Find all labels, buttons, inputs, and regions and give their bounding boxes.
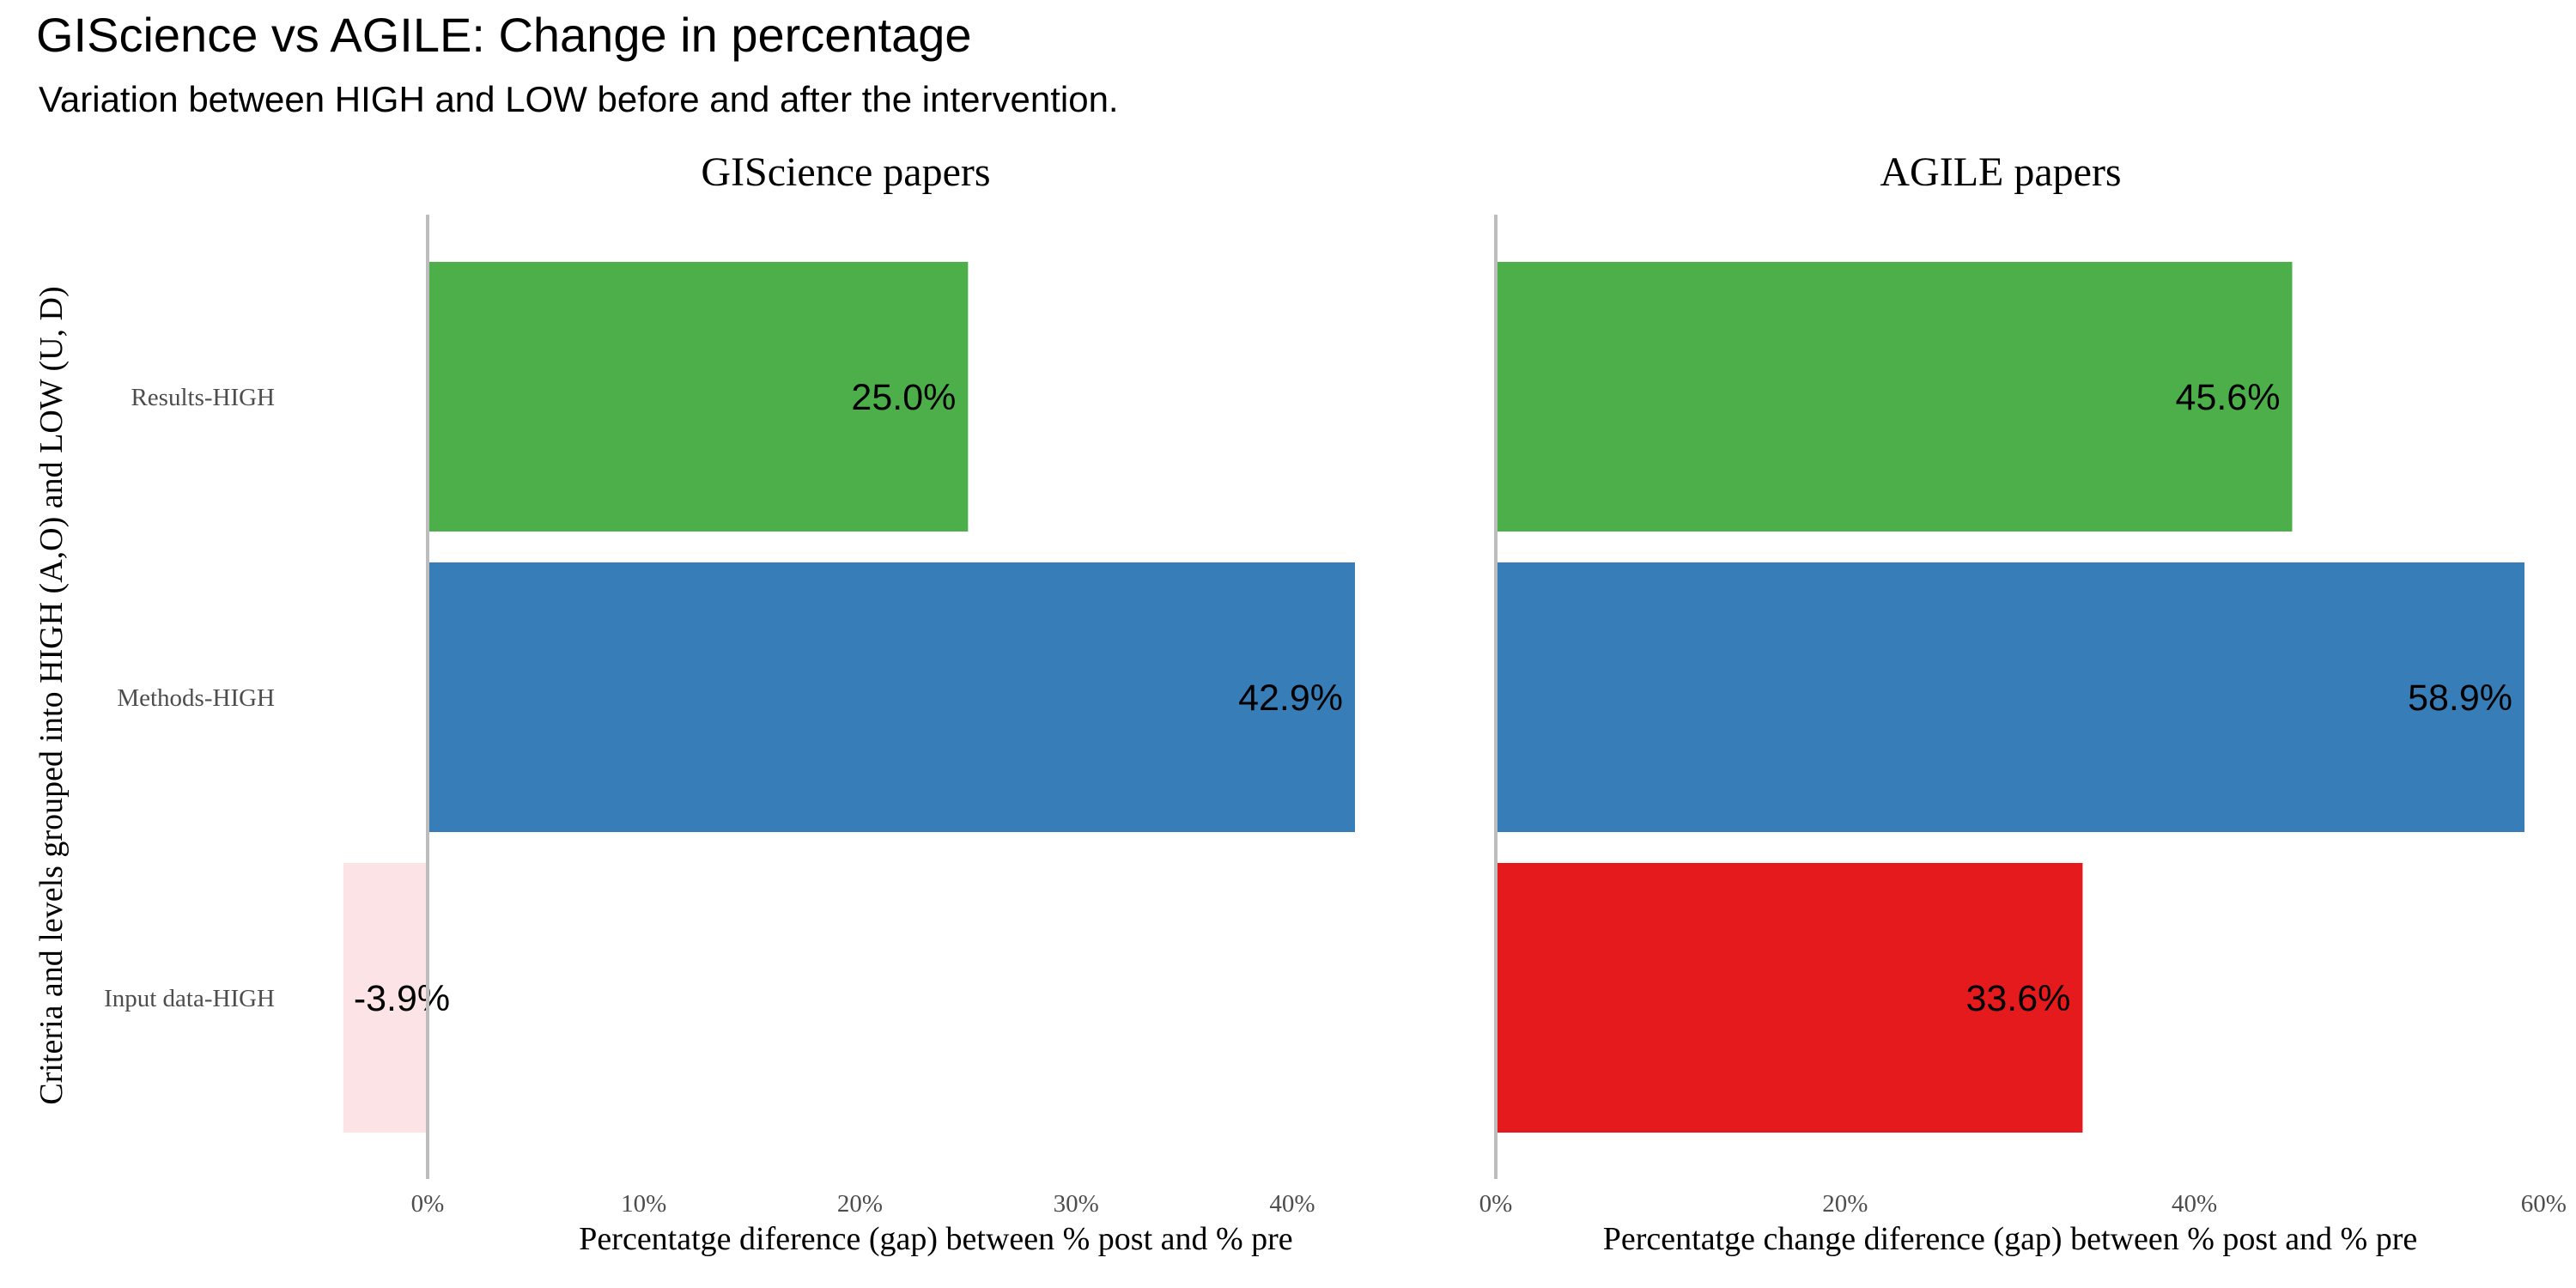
chart-title: GIScience vs AGILE: Change in percentage [36, 8, 972, 62]
data-label: 58.9% [2408, 677, 2512, 719]
data-label: 25.0% [851, 377, 956, 418]
x-axis-title: Percentatge diference (gap) between % po… [579, 1221, 1292, 1257]
bar-methods-high [428, 562, 1355, 832]
bar-results-high [428, 262, 969, 532]
category-label: Methods-HIGH [117, 684, 275, 712]
x-tick-label: 40% [2172, 1190, 2217, 1218]
bar-results-high [1496, 262, 2293, 532]
panel-1: GIScience papers 25.0% Results-HIGH 42.9% Me… [104, 149, 1355, 1257]
category-label: Input data-HIGH [104, 985, 275, 1012]
x-tick-label: 60% [2521, 1190, 2567, 1218]
bar-methods-high [1496, 562, 2524, 832]
chart-subtitle: Variation between HIGH and LOW before an… [39, 79, 1119, 119]
x-tick-label: 20% [1822, 1190, 1868, 1218]
data-label: 33.6% [1965, 978, 2070, 1019]
panels: GIScience papers 25.0% Results-HIGH 42.9% Me… [104, 149, 2567, 1257]
x-tick-label: 0% [411, 1190, 445, 1218]
data-label: 42.9% [1238, 677, 1343, 719]
x-tick-label: 20% [837, 1190, 883, 1218]
x-tick-label: 30% [1054, 1190, 1099, 1218]
x-tick-label: 10% [621, 1190, 666, 1218]
category-label: Results-HIGH [131, 384, 275, 411]
data-label: 45.6% [2176, 377, 2281, 418]
x-axis-title: Percentatge change diference (gap) betwe… [1603, 1221, 2417, 1257]
bar-input-data-high [1496, 863, 2083, 1133]
x-tick-label: 40% [1269, 1190, 1315, 1218]
y-axis-title: Criteria and levels grouped into HIGH (A… [33, 286, 70, 1104]
bar-input-data-high [343, 863, 428, 1133]
data-label: -3.9% [354, 978, 450, 1019]
panel-title: AGILE papers [1880, 149, 2121, 195]
panel-2: AGILE papers 45.6% 58.9% 33.6% 0% 20% 40% 60% Pe… [1479, 149, 2567, 1257]
x-tick-label: 0% [1479, 1190, 1513, 1218]
panel-title: GIScience papers [701, 149, 990, 195]
